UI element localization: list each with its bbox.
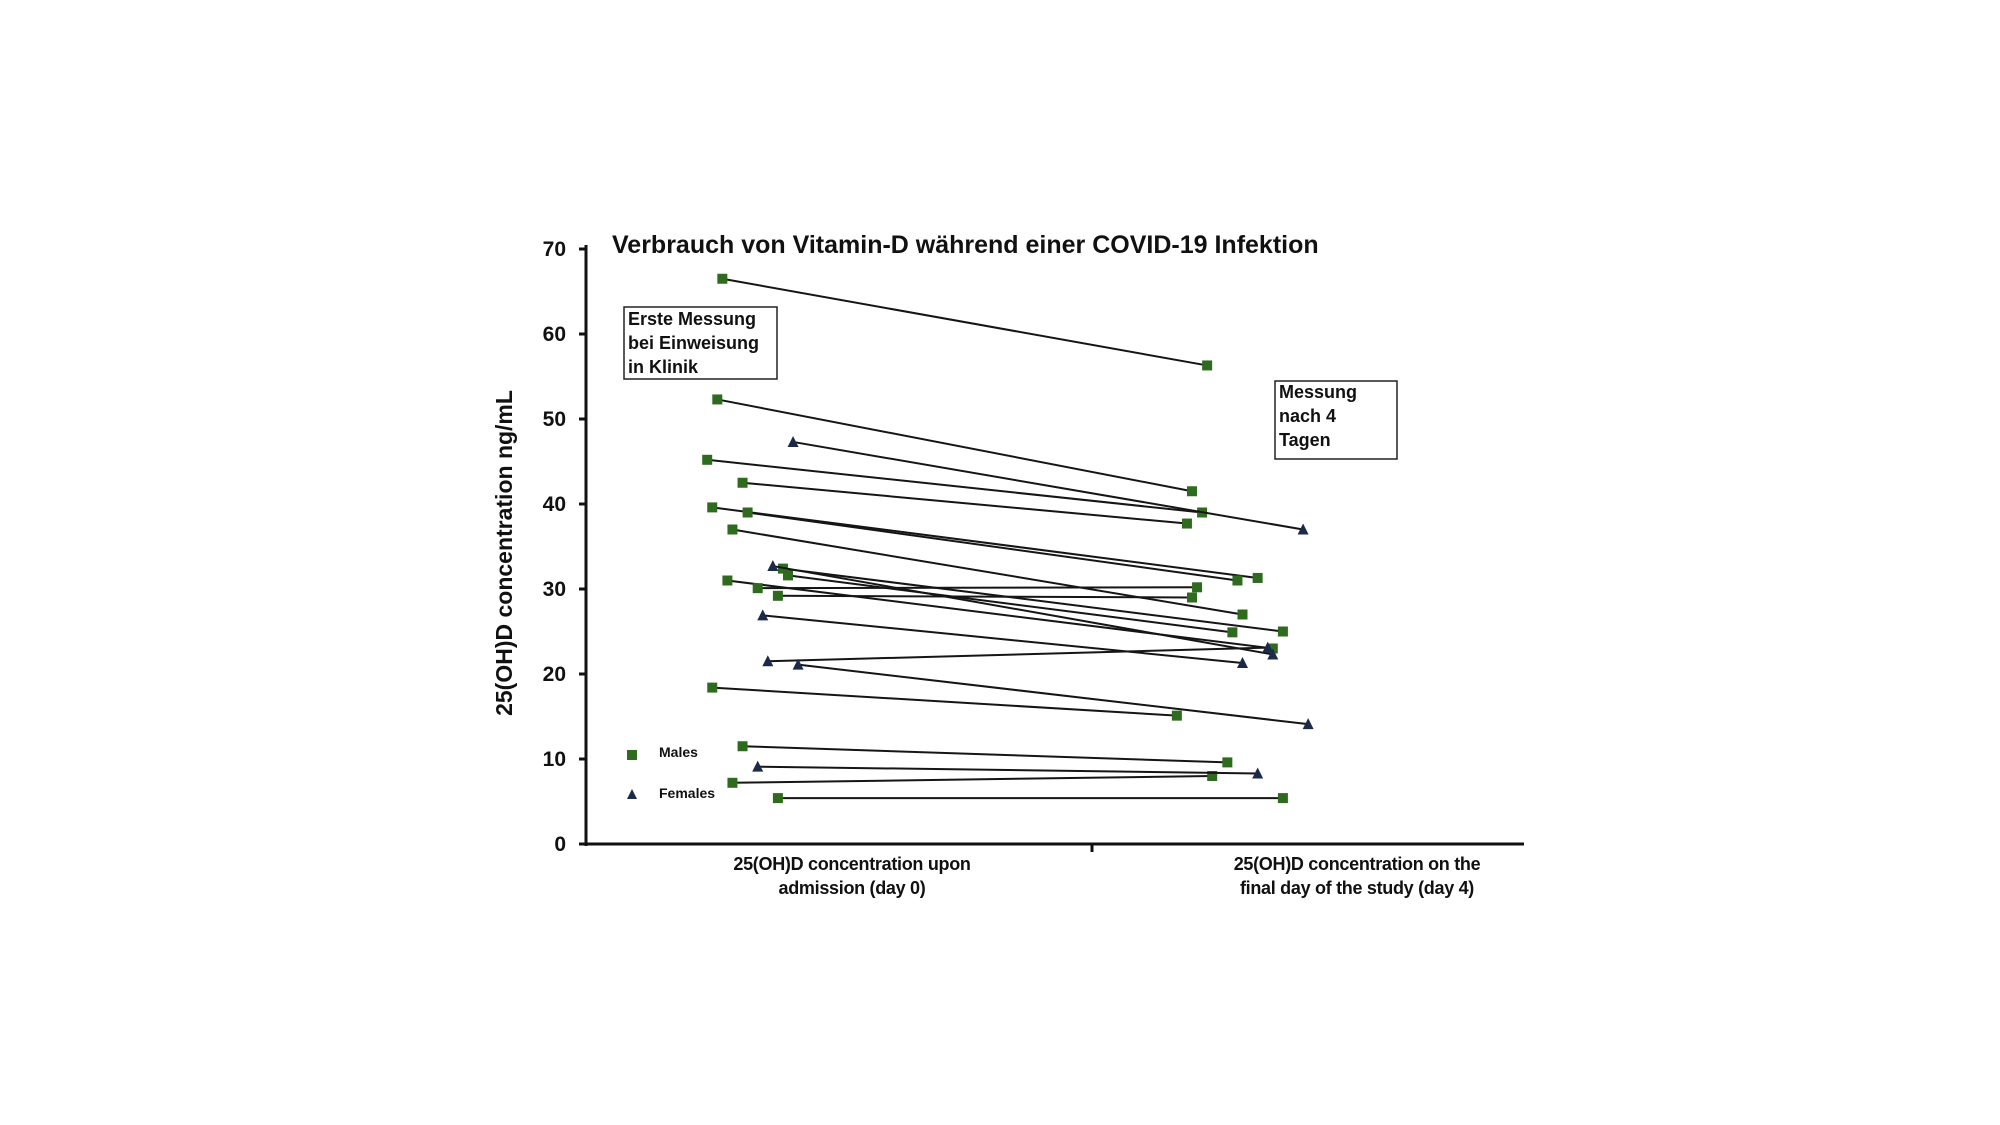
pair-line-11 [757, 586, 1198, 590]
legend: Males Females [627, 744, 715, 801]
female-point-18-day4 [1267, 648, 1279, 660]
annotation-admission-line3: in Klinik [628, 357, 699, 377]
male-point-6-day0 [742, 507, 753, 518]
category-label-day4-line1: 25(OH)D concentration on the [1234, 854, 1481, 874]
male-point-7-day4 [1237, 609, 1248, 620]
pair-line-18 [772, 565, 1273, 656]
legend-marker-males [627, 750, 637, 760]
pair-line-4 [742, 481, 1188, 525]
annotation-admission: Erste Messung bei Einweisung in Klinik [623, 306, 778, 380]
pair-line-17 [792, 440, 1304, 531]
y-tick-label-70: 70 [543, 238, 566, 261]
paired-measurements [702, 273, 1314, 804]
pair-line-19 [762, 614, 1243, 664]
category-label-day4-line2: final day of the study (day 4) [1240, 878, 1474, 898]
pair-line-8 [782, 567, 1284, 633]
male-point-15-day4 [1207, 771, 1218, 781]
annotation-admission-line1: Erste Messung [628, 309, 756, 329]
female-point-17-day4 [1297, 523, 1309, 535]
female-point-18-day0 [767, 560, 779, 572]
male-point-3-day0 [702, 454, 713, 465]
male-point-10-day0 [722, 575, 733, 586]
male-point-14-day4 [1222, 757, 1233, 768]
male-point-4-day0 [737, 477, 748, 488]
male-point-1-day0 [717, 273, 728, 284]
pair-line-20 [767, 646, 1268, 663]
category-label-day0-line2: admission (day 0) [779, 878, 926, 898]
female-point-17-day0 [787, 435, 799, 447]
pair-line-9 [787, 574, 1233, 634]
male-point-11-day4 [1192, 582, 1203, 593]
female-point-20-day0 [762, 655, 774, 667]
chart-title: Verbrauch von Vitamin-D während einer CO… [612, 231, 1319, 259]
y-tick-label-50: 50 [543, 408, 566, 431]
annotation-day4: Messung nach 4 Tagen [1274, 380, 1398, 460]
female-point-19-day4 [1237, 656, 1248, 668]
pair-line-6 [747, 511, 1238, 582]
female-point-22-day0 [752, 760, 764, 772]
female-point-22-day4 [1252, 767, 1264, 779]
male-point-13-day0 [707, 682, 718, 693]
female-point-21-day4 [1302, 718, 1314, 730]
legend-marker-females [627, 789, 637, 799]
male-point-15-day0 [727, 777, 738, 788]
pair-line-3 [707, 458, 1203, 514]
male-point-8-day4 [1277, 626, 1288, 637]
male-point-5-day4 [1252, 572, 1263, 583]
category-label-day0-line1: 25(OH)D concentration upon [733, 854, 970, 874]
y-tick-label-60: 60 [543, 323, 566, 346]
male-point-6-day4 [1232, 575, 1243, 586]
pair-line-14 [742, 745, 1228, 764]
pair-line-10 [727, 579, 1273, 650]
pair-line-22 [757, 765, 1258, 775]
annotation-day4-line2: nach 4 [1279, 406, 1336, 426]
y-tick-label-20: 20 [543, 663, 566, 686]
male-point-16-day4 [1277, 793, 1288, 804]
y-axis-label: 25(OH)D concentration ng/mL [491, 390, 517, 716]
male-point-14-day0 [737, 741, 748, 752]
male-point-1-day4 [1202, 360, 1213, 371]
pair-line-13 [712, 686, 1177, 717]
pair-line-5 [712, 506, 1258, 579]
male-point-16-day0 [772, 793, 783, 804]
pair-line-7 [732, 528, 1243, 616]
pair-line-2 [717, 398, 1193, 493]
male-point-11-day0 [752, 583, 763, 594]
annotation-admission-box [623, 306, 778, 380]
male-point-12-day0 [772, 590, 783, 601]
pair-line-21 [797, 663, 1309, 726]
male-point-2-day0 [712, 394, 723, 405]
annotation-admission-line2: bei Einweisung [628, 333, 759, 353]
male-point-4-day4 [1181, 518, 1192, 529]
pair-line-15 [732, 775, 1213, 784]
male-point-12-day4 [1187, 592, 1197, 603]
male-point-5-day0 [707, 502, 718, 513]
pair-line-12 [777, 594, 1193, 599]
legend-label-females: Females [659, 785, 715, 801]
x-axis-categories: 25(OH)D concentration upon admission (da… [733, 854, 1481, 898]
male-point-13-day4 [1171, 710, 1182, 721]
female-point-21-day0 [792, 658, 804, 670]
legend-label-males: Males [659, 744, 698, 760]
y-tick-label-0: 0 [554, 833, 566, 856]
annotation-day4-box [1274, 380, 1398, 460]
male-point-9-day0 [783, 570, 793, 581]
female-point-20-day4 [1262, 641, 1274, 653]
y-tick-label-40: 40 [543, 493, 566, 516]
male-point-9-day4 [1227, 627, 1238, 638]
axes [584, 245, 1524, 852]
y-tick-label-30: 30 [543, 578, 566, 601]
annotation-day4-line3: Tagen [1279, 430, 1331, 450]
female-point-19-day0 [757, 609, 769, 621]
y-axis-ticks: 0 10 20 30 40 50 60 70 [543, 238, 586, 856]
male-point-7-day0 [727, 524, 738, 535]
pair-line-1 [722, 277, 1208, 367]
y-tick-label-10: 10 [543, 748, 566, 771]
annotation-day4-line1: Messung [1279, 382, 1357, 402]
male-point-2-day4 [1187, 486, 1197, 497]
